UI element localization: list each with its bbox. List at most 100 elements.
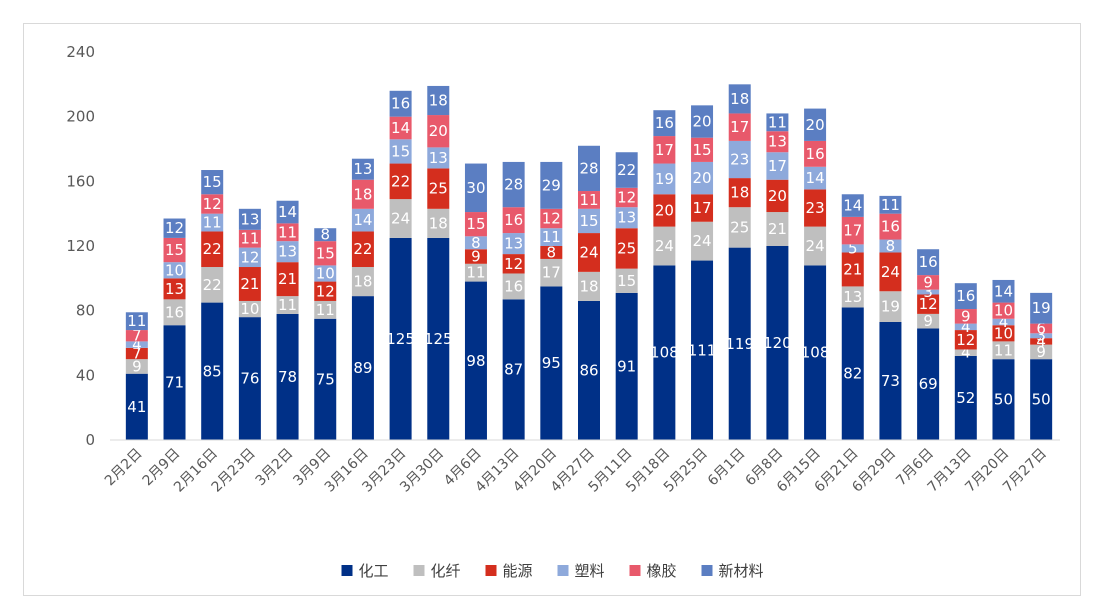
bar-segment	[201, 213, 224, 232]
bar-segment	[841, 286, 864, 308]
data-label: 16	[956, 287, 975, 305]
data-label: 19	[655, 170, 674, 188]
bar-segment	[992, 279, 1015, 303]
data-label: 21	[843, 260, 862, 278]
data-label: 71	[165, 374, 184, 392]
data-label: 25	[617, 239, 636, 257]
data-label: 50	[994, 391, 1013, 409]
data-label: 18	[353, 273, 372, 291]
bar-segment	[691, 221, 714, 261]
data-label: 28	[504, 176, 523, 194]
bar-segment	[841, 194, 864, 217]
data-label: 24	[391, 210, 410, 228]
bar-segment	[389, 199, 412, 238]
bar-segment	[351, 296, 374, 440]
bar-segment	[201, 267, 224, 303]
data-label: 14	[391, 119, 410, 137]
data-label: 8	[547, 243, 557, 261]
bar-segment	[954, 349, 977, 356]
bar-segment	[125, 330, 148, 342]
data-label: 11	[278, 296, 297, 314]
bar-segment	[615, 207, 638, 229]
bar-segment	[540, 246, 563, 259]
bar-segment	[653, 163, 676, 195]
bar-segment	[540, 161, 563, 209]
legend-item: 新材料	[701, 562, 764, 580]
data-label: 13	[843, 288, 862, 306]
bar-segment	[540, 228, 563, 246]
bar-segment	[351, 267, 374, 297]
bar-stack: 125 24 22 15 14 16	[386, 90, 415, 440]
data-label: 16	[655, 114, 674, 132]
legend-label: 橡胶	[647, 562, 677, 580]
bar-segment	[728, 207, 751, 248]
data-label: 23	[806, 199, 825, 217]
data-label: 13	[429, 149, 448, 167]
data-label: 15	[391, 142, 410, 160]
bar-stack: 108 24 20 19 17 16	[650, 110, 679, 440]
data-label: 22	[203, 276, 222, 294]
legend-label: 化纤	[431, 562, 461, 580]
bar-segment	[125, 312, 148, 331]
data-label: 20	[429, 122, 448, 140]
data-label: 9	[1036, 343, 1046, 361]
data-label: 20	[806, 116, 825, 134]
x-tick-label: 2月2日	[102, 446, 146, 490]
bar-segment	[691, 137, 714, 162]
data-label: 4	[132, 336, 142, 354]
data-label: 15	[692, 141, 711, 159]
bar-segment	[766, 152, 789, 180]
bar-segment	[578, 271, 600, 301]
data-label: 11	[881, 196, 900, 214]
legend-item: 能源	[485, 562, 533, 580]
y-tick-label: 120	[66, 237, 95, 255]
data-label: 8	[320, 226, 330, 244]
bar-segment	[766, 179, 789, 213]
bar-segment	[728, 84, 751, 114]
bar-segment	[766, 212, 789, 246]
data-label: 87	[504, 361, 523, 379]
legend-item: 塑料	[557, 562, 605, 580]
data-label: 125	[386, 330, 415, 348]
bar-segment	[314, 241, 337, 266]
legend-swatch	[485, 565, 497, 576]
y-tick-label: 40	[76, 366, 95, 384]
data-label: 3	[923, 283, 933, 301]
data-label: 73	[881, 372, 900, 390]
bar-segment	[728, 178, 751, 208]
bar-segment	[314, 300, 337, 319]
bar-segment	[163, 325, 186, 440]
data-label: 15	[165, 241, 184, 259]
data-label: 22	[353, 240, 372, 258]
y-tick-label: 200	[66, 108, 95, 126]
data-label: 11	[127, 312, 146, 330]
bar-segment	[653, 265, 676, 440]
bar-segment	[653, 136, 676, 164]
bar-segment	[314, 228, 337, 242]
bar-segment	[992, 318, 1015, 326]
data-label: 18	[353, 185, 372, 203]
bar-segment	[804, 140, 827, 167]
x-axis: 2月2日2月9日2月16日2月23日3月2日3月9日3月16日3月23日3月30…	[102, 446, 1050, 496]
data-label: 10	[240, 300, 259, 318]
bar-segment	[578, 208, 600, 234]
bar-segment	[201, 302, 224, 440]
data-label: 12	[203, 195, 222, 213]
bar-stack: 73 19 24 816 11	[879, 196, 902, 440]
data-label: 23	[730, 151, 749, 169]
data-label: 95	[542, 354, 561, 372]
legend-swatch	[557, 565, 569, 576]
data-label: 41	[127, 398, 146, 416]
bar-segment	[615, 268, 638, 293]
data-label: 20	[692, 169, 711, 187]
data-label: 10	[165, 261, 184, 279]
bar-segment	[389, 237, 412, 440]
bar-stack: 86 18 24 15 11 28	[578, 145, 600, 440]
bar-segment	[766, 113, 789, 132]
bar-segment	[201, 170, 224, 195]
bar-segment	[276, 223, 299, 242]
